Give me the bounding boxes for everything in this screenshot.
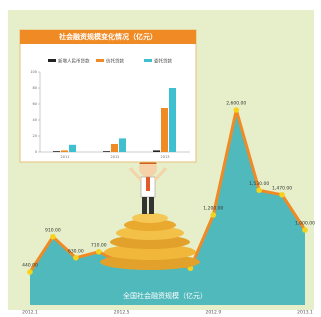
point [279, 192, 285, 198]
point [233, 107, 239, 113]
y-tick-label: 100 [30, 70, 37, 74]
point [302, 227, 308, 233]
value-label: 910.00 [45, 227, 61, 233]
legend-swatch [96, 59, 104, 62]
x-tick-label: 2012 [111, 155, 120, 159]
legend-swatch [48, 59, 56, 62]
value-label: 710.00 [91, 242, 107, 248]
bar [61, 150, 68, 152]
y-tick-label: 20 [33, 134, 37, 138]
point [27, 269, 33, 275]
bar [161, 108, 168, 152]
legend-label: 委托贷款 [154, 58, 172, 65]
value-label: 440.00 [22, 263, 38, 269]
point [96, 249, 102, 255]
x-tick-label: 2012.1 [22, 310, 38, 316]
point [256, 187, 262, 193]
value-label: 1,200.00 [203, 206, 223, 212]
x-tick-label: 2012.9 [205, 310, 221, 316]
bar [153, 150, 160, 152]
value-label: 630.00 [68, 248, 84, 254]
y-tick-label: 60 [33, 102, 37, 106]
infographic: 440.002012.1910.00630.00710.00560.002012… [0, 0, 321, 317]
bar [53, 151, 60, 152]
x-tick-label: 2013 [161, 155, 170, 159]
y-tick-label: 80 [33, 86, 37, 90]
area-title: 全国社会融资规模（亿元） [123, 291, 207, 300]
x-tick-label: 2011 [61, 155, 70, 159]
bar [103, 151, 110, 152]
legend-label: 新增人民币贷款 [58, 58, 90, 65]
page: {"chart_data": [ {"type": "bar", "title"… [0, 0, 321, 317]
point [211, 212, 217, 218]
y-tick-label: 40 [33, 118, 37, 122]
bar [69, 145, 76, 152]
bar [119, 138, 126, 152]
value-label: 1,530.00 [249, 181, 269, 187]
value-label: 1,000.00 [295, 221, 315, 227]
value-label: 2,600.00 [226, 101, 246, 107]
point [50, 234, 56, 240]
point [73, 255, 79, 261]
bar [169, 88, 176, 152]
x-tick-label: 2013.1 [297, 310, 313, 316]
legend-label: 信托贷款 [106, 58, 124, 65]
y-tick-label: 0 [35, 150, 37, 154]
x-tick-label: 2012.5 [114, 310, 130, 316]
value-label: 1,470.00 [272, 185, 292, 191]
legend-swatch [144, 59, 152, 62]
inset-title: 社会融资规模变化情况（亿元） [58, 32, 157, 41]
bar [111, 144, 118, 152]
